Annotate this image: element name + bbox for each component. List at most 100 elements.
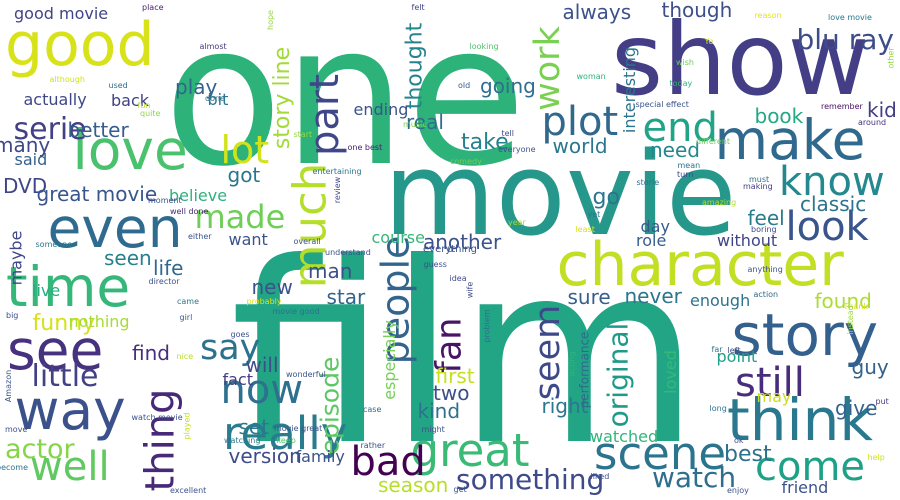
cloud-word: watching bbox=[224, 436, 261, 445]
cloud-word: make bbox=[714, 107, 866, 172]
cloud-word: fact bbox=[222, 370, 254, 389]
cloud-word: well done bbox=[170, 207, 209, 216]
cloud-word: friend bbox=[781, 478, 829, 497]
cloud-word: thought bbox=[401, 22, 427, 110]
cloud-word: music bbox=[403, 120, 427, 129]
cloud-word: said bbox=[14, 150, 48, 169]
cloud-word: film bbox=[230, 209, 701, 500]
cloud-word: tell bbox=[501, 129, 515, 138]
cloud-word: yet bbox=[587, 210, 601, 219]
cloud-word: different bbox=[696, 137, 730, 146]
cloud-word: may bbox=[756, 387, 792, 406]
cloud-word: understand bbox=[325, 248, 371, 257]
cloud-word: love movie bbox=[828, 13, 872, 22]
cloud-word: watched bbox=[590, 427, 659, 446]
cloud-word: live bbox=[32, 281, 61, 300]
cloud-word: lot bbox=[220, 128, 270, 172]
cloud-word: way bbox=[14, 377, 126, 442]
cloud-word: new bbox=[251, 275, 293, 299]
cloud-word: better bbox=[67, 118, 129, 142]
cloud-word: version bbox=[228, 444, 302, 468]
cloud-word: still bbox=[735, 360, 805, 406]
cloud-word: first bbox=[435, 364, 475, 388]
cloud-word: might bbox=[421, 425, 445, 434]
cloud-word: actor bbox=[5, 433, 75, 465]
cloud-word: family bbox=[295, 447, 345, 466]
cloud-word: world bbox=[552, 134, 608, 158]
cloud-word: liked bbox=[590, 472, 610, 481]
cloud-word: know bbox=[779, 159, 885, 205]
cloud-word: point bbox=[716, 347, 758, 366]
cloud-word: today bbox=[669, 79, 693, 88]
cloud-word: funny bbox=[32, 311, 96, 336]
cloud-word: made bbox=[194, 198, 286, 236]
cloud-word: always bbox=[562, 0, 632, 24]
cloud-word: interesting bbox=[620, 46, 640, 134]
cloud-word: great bbox=[410, 423, 530, 477]
cloud-word: part bbox=[302, 73, 349, 157]
cloud-word: remember bbox=[821, 102, 863, 111]
cloud-word: girl bbox=[179, 313, 193, 322]
cloud-word: action bbox=[753, 290, 779, 299]
cloud-word: start bbox=[293, 130, 313, 139]
cloud-word: watch bbox=[652, 461, 737, 494]
cloud-word: storie bbox=[636, 178, 660, 187]
cloud-word: someone bbox=[35, 240, 73, 249]
cloud-word: classic bbox=[800, 192, 867, 216]
cloud-word: long bbox=[709, 404, 727, 413]
cloud-word: plot bbox=[541, 99, 619, 145]
cloud-word: day bbox=[640, 217, 670, 236]
cloud-word: around bbox=[858, 118, 887, 127]
cloud-word: now bbox=[220, 367, 304, 413]
cloud-word: feel bbox=[747, 206, 785, 230]
cloud-word: felt bbox=[411, 3, 425, 12]
cloud-word: guy bbox=[851, 355, 889, 379]
cloud-word: used bbox=[108, 81, 128, 90]
cloud-word: blu ray bbox=[796, 23, 894, 56]
cloud-word: another bbox=[423, 230, 502, 254]
cloud-word: one bbox=[163, 0, 527, 209]
cloud-word: see bbox=[7, 317, 104, 382]
cloud-word: old bbox=[458, 81, 471, 90]
cloud-word: hope bbox=[265, 10, 275, 30]
cloud-word: loved bbox=[660, 350, 680, 394]
cloud-word: idea bbox=[449, 274, 467, 283]
cloud-word: sure bbox=[567, 285, 611, 309]
cloud-word: movie great bbox=[274, 424, 323, 433]
cloud-word: play bbox=[175, 75, 218, 99]
cloud-word: goes bbox=[230, 330, 250, 339]
cloud-word: came bbox=[177, 297, 200, 306]
cloud-word: anything bbox=[747, 265, 783, 274]
cloud-word: left bbox=[727, 346, 741, 355]
cloud-word: look bbox=[785, 204, 869, 250]
cloud-word: acting bbox=[566, 351, 576, 377]
cloud-word: u bbox=[447, 244, 454, 255]
cloud-word: serie bbox=[13, 112, 87, 147]
cloud-word: will bbox=[245, 353, 279, 377]
cloud-word: get bbox=[453, 485, 467, 494]
cloud-word: set bbox=[238, 415, 270, 439]
cloud-word: mean bbox=[677, 161, 701, 170]
cloud-word: kind bbox=[417, 399, 461, 423]
cloud-word: real bbox=[406, 110, 444, 134]
cloud-word: almost bbox=[199, 42, 227, 51]
cloud-word: least bbox=[575, 225, 595, 234]
cloud-word: little bbox=[31, 359, 99, 394]
cloud-word: Amazon bbox=[4, 369, 14, 403]
cloud-word: love bbox=[72, 117, 188, 182]
cloud-word: found bbox=[814, 289, 872, 313]
cloud-word: seen bbox=[104, 246, 152, 270]
cloud-word: quite bbox=[140, 109, 161, 118]
cloud-word: amazing bbox=[702, 198, 737, 207]
cloud-word: story line bbox=[270, 46, 296, 150]
cloud-word: nothing bbox=[68, 312, 130, 331]
cloud-word: show bbox=[611, 1, 870, 118]
cloud-word: best bbox=[724, 442, 772, 467]
cloud-word: time bbox=[6, 254, 131, 319]
cloud-word: comedy bbox=[450, 157, 482, 166]
cloud-word: need bbox=[650, 138, 700, 162]
cloud-word: story bbox=[731, 301, 879, 369]
cloud-word: overall bbox=[293, 237, 321, 246]
cloud-word: everything bbox=[423, 244, 477, 255]
cloud-word: watch movie bbox=[131, 413, 183, 422]
